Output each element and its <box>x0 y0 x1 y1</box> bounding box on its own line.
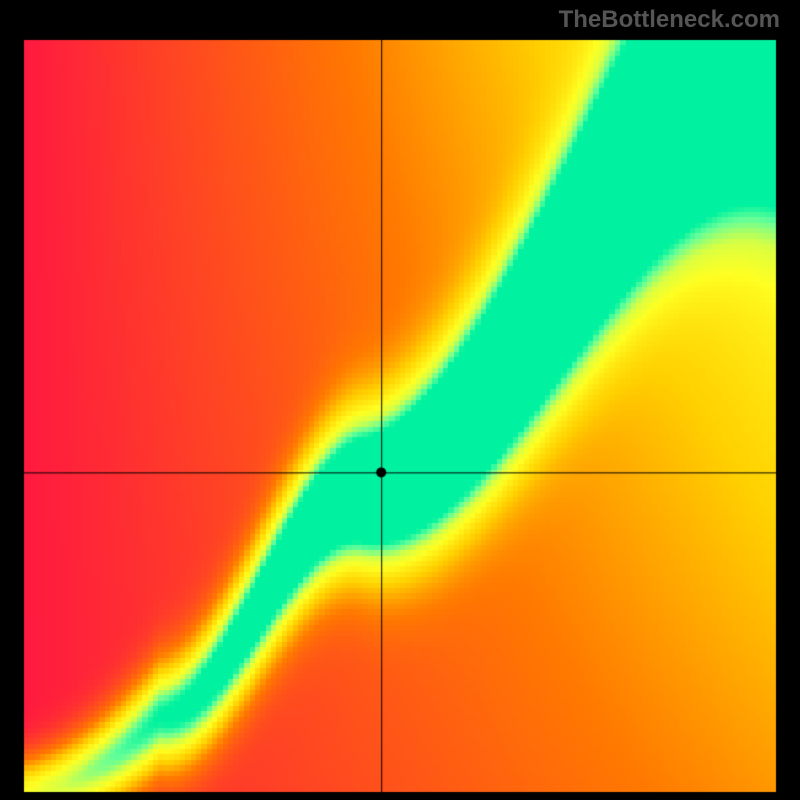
watermark-text: TheBottleneck.com <box>559 6 780 34</box>
bottleneck-heatmap <box>0 0 800 800</box>
chart-container: { "watermark": { "text": "TheBottleneck.… <box>0 0 800 800</box>
